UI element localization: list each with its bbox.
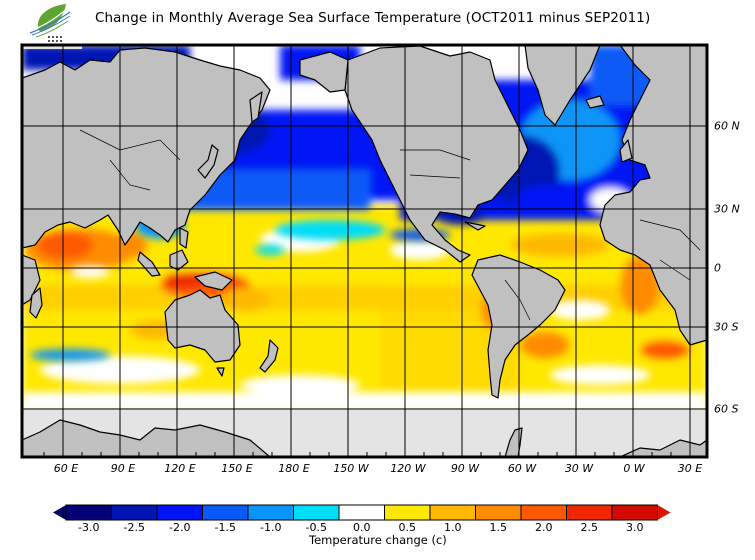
land-tasmania <box>216 367 225 377</box>
longitude-label: 150 W <box>333 462 369 475</box>
colorbar-tick-label: 2.0 <box>535 521 553 534</box>
land-japan <box>197 144 219 179</box>
land-cuba <box>464 221 486 231</box>
land-kamchatka <box>249 91 263 123</box>
land-alaska <box>299 51 349 93</box>
land-madagascar <box>29 287 43 319</box>
longitude-label: 120 W <box>390 462 426 475</box>
longitude-label: 90 W <box>450 462 480 475</box>
colorbar-swatch <box>111 504 158 521</box>
longitude-label: 150 E <box>221 462 253 475</box>
colorbar-swatch <box>202 504 249 521</box>
colorbar-swatch <box>65 504 112 521</box>
colorbar-tick-label: -3.0 <box>78 521 100 534</box>
land-philippines <box>179 227 189 249</box>
observatory-logo-icon <box>29 4 71 42</box>
longitude-label: 60 E <box>53 462 79 475</box>
colorbar-tick-label: -1.0 <box>260 521 282 534</box>
land-europe-africa <box>599 45 707 346</box>
colorbar-tick-label: -2.0 <box>169 521 191 534</box>
land-new-zealand <box>259 339 279 373</box>
colorbar-swatch <box>429 504 476 521</box>
colorbar-swatch <box>566 504 613 521</box>
longitude-label: 0 W <box>623 462 645 475</box>
colorbar-tick-label: 2.5 <box>580 521 599 534</box>
colorbar-tick-label: -2.5 <box>123 521 145 534</box>
bottom-ticks <box>43 452 672 457</box>
land-iceland <box>585 95 605 109</box>
land-australia <box>164 289 241 363</box>
colorbar-tick-label: -0.5 <box>305 521 327 534</box>
latitude-label: 60 S <box>714 402 739 416</box>
latitude-label: 60 N <box>714 119 740 133</box>
land-asia <box>22 47 271 249</box>
colorbar-swatch <box>293 504 340 521</box>
land-masses <box>22 45 707 457</box>
latitude-label: 30 S <box>714 320 739 334</box>
latitude-label: 0 <box>714 261 721 275</box>
graticule <box>22 45 707 457</box>
colorbar-under-arrow <box>53 505 66 520</box>
colorbar-swatch <box>247 504 294 521</box>
land-new-guinea <box>194 271 233 291</box>
land-antarctica <box>22 419 271 457</box>
longitude-label: 30 W <box>564 462 594 475</box>
land-greenland <box>524 45 601 126</box>
longitude-label: 90 E <box>110 462 136 475</box>
colorbar <box>53 504 671 521</box>
country-borders <box>79 129 701 321</box>
colorbar-swatch <box>384 504 431 521</box>
longitude-label: 60 W <box>507 462 537 475</box>
land-borneo <box>169 249 189 271</box>
longitude-label: 180 E <box>278 462 310 475</box>
land-antarctic-peninsula <box>504 427 523 457</box>
colorbar-tick-label: 0.0 <box>353 521 371 534</box>
colorbar-swatch <box>611 504 658 521</box>
colorbar-over-arrow <box>657 505 671 520</box>
colorbar-tick-label: 1.5 <box>489 521 508 534</box>
latitude-label: 30 N <box>714 202 740 216</box>
colorbar-tick-label: -1.5 <box>214 521 236 534</box>
colorbar-tick-label: 1.0 <box>444 521 462 534</box>
colorbar-label: Temperature change (c) <box>309 533 447 547</box>
land-north-america <box>344 45 529 263</box>
colorbar-swatch <box>338 504 385 521</box>
colorbar-swatch <box>475 504 522 521</box>
land-uk <box>619 139 633 163</box>
colorbar-tick-label: 0.5 <box>398 521 417 534</box>
chart-title: Change in Monthly Average Sea Surface Te… <box>95 10 651 26</box>
colorbar-tick-label: 3.0 <box>626 521 644 534</box>
neutral-regions <box>22 228 707 410</box>
sst-change-map[interactable] <box>0 0 755 500</box>
map-frame <box>20 43 709 459</box>
colorbar-swatch <box>520 504 567 521</box>
longitude-label: 30 E <box>677 462 703 475</box>
colorbar-swatch <box>156 504 203 521</box>
longitude-label: 120 E <box>164 462 196 475</box>
land-sumatra <box>137 251 161 277</box>
